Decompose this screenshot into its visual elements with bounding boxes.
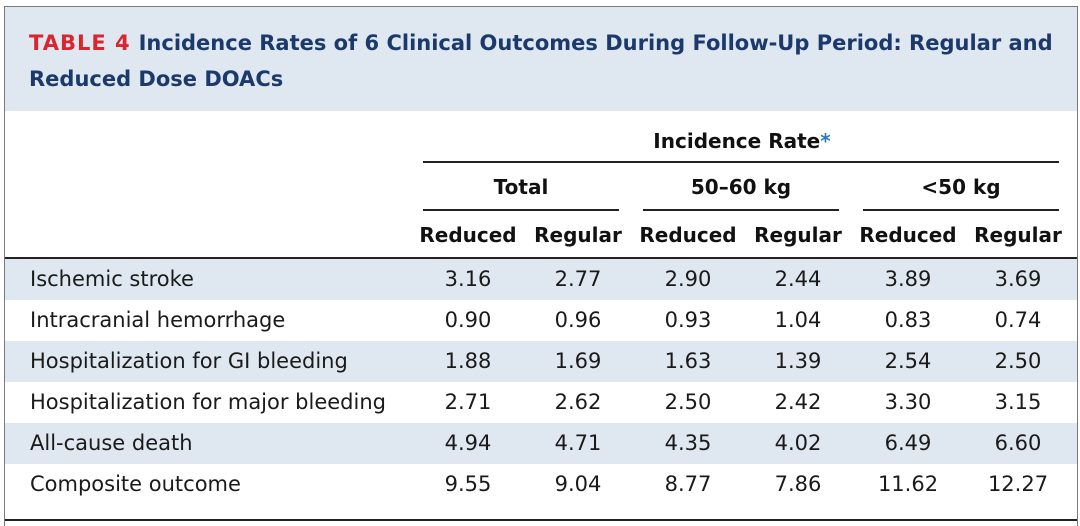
- subgroup-rule-total: [423, 209, 619, 211]
- table-row: Intracranial hemorrhage 0.90 0.96 0.93 1…: [5, 300, 1077, 341]
- table-title: Incidence Rates of 6 Clinical Outcomes D…: [29, 31, 1053, 91]
- row-label: Hospitalization for GI bleeding: [30, 349, 348, 373]
- cell-value: 1.04: [774, 308, 822, 332]
- cell-value: 3.69: [994, 267, 1042, 291]
- table-row: All-cause death 4.94 4.71 4.35 4.02 6.49…: [5, 423, 1077, 464]
- cell-value: 0.96: [554, 308, 602, 332]
- cell-value: 9.55: [444, 472, 492, 496]
- cell-value: 3.16: [444, 267, 492, 291]
- column-header: Regular: [534, 223, 622, 247]
- column-header: Regular: [974, 223, 1062, 247]
- cell-value: 11.62: [877, 472, 939, 496]
- cell-value: 1.69: [554, 349, 602, 373]
- row-label: Hospitalization for major bleeding: [30, 390, 386, 414]
- cell-value: 9.04: [554, 472, 602, 496]
- table-row: Hospitalization for GI bleeding 1.88 1.6…: [5, 341, 1077, 382]
- subgroup-rule-50-60kg: [643, 209, 839, 211]
- cell-value: 1.39: [774, 349, 822, 373]
- cell-value: 4.94: [444, 431, 492, 455]
- cell-value: 4.71: [554, 431, 602, 455]
- cell-value: 1.88: [444, 349, 492, 373]
- cell-value: 7.86: [774, 472, 822, 496]
- table-label: TABLE 4: [29, 31, 131, 55]
- cell-value: 6.60: [994, 431, 1042, 455]
- table-row: Composite outcome 9.55 9.04 8.77 7.86 11…: [5, 464, 1077, 505]
- subgroup-rule-under-50kg: [863, 209, 1059, 211]
- cell-value: 0.74: [994, 308, 1042, 332]
- cell-value: 0.93: [664, 308, 712, 332]
- table-title-bar: TABLE 4 Incidence Rates of 6 Clinical Out…: [5, 7, 1077, 111]
- column-header: Reduced: [639, 223, 737, 247]
- group-header: Incidence Rate*: [425, 127, 1059, 155]
- results-table: TABLE 4 Incidence Rates of 6 Clinical Out…: [4, 6, 1078, 526]
- group-header-rule: [423, 161, 1059, 163]
- cell-value: 2.50: [664, 390, 712, 414]
- cell-value: 2.44: [774, 267, 822, 291]
- subgroup-under-50kg: <50 kg: [921, 175, 1001, 199]
- cell-value: 2.50: [994, 349, 1042, 373]
- column-header: Reduced: [419, 223, 517, 247]
- cell-value: 0.90: [444, 308, 492, 332]
- column-header: Reduced: [859, 223, 957, 247]
- row-label: All-cause death: [30, 431, 193, 455]
- cell-value: 8.77: [664, 472, 712, 496]
- cell-value: 2.62: [554, 390, 602, 414]
- cell-value: 1.63: [664, 349, 712, 373]
- footnote-marker: *: [820, 129, 831, 153]
- cell-value: 12.27: [987, 472, 1049, 496]
- group-header-text: Incidence Rate: [653, 129, 821, 153]
- cell-value: 4.35: [664, 431, 712, 455]
- row-label: Ischemic stroke: [30, 267, 194, 291]
- cell-value: 3.89: [884, 267, 932, 291]
- subgroup-50-60kg: 50–60 kg: [690, 175, 792, 199]
- table-row: Ischemic stroke 3.16 2.77 2.90 2.44 3.89…: [5, 259, 1077, 300]
- header-body-rule: [5, 257, 1077, 259]
- cell-value: 2.90: [664, 267, 712, 291]
- cell-value: 4.02: [774, 431, 822, 455]
- cell-value: 2.54: [884, 349, 932, 373]
- cell-value: 2.42: [774, 390, 822, 414]
- cell-value: 0.83: [884, 308, 932, 332]
- row-label: Composite outcome: [30, 472, 241, 496]
- cell-value: 2.77: [554, 267, 602, 291]
- cell-value: 2.71: [444, 390, 492, 414]
- row-label: Intracranial hemorrhage: [30, 308, 286, 332]
- cell-value: 3.15: [994, 390, 1042, 414]
- subgroup-total: Total: [493, 175, 549, 199]
- table-row: Hospitalization for major bleeding 2.71 …: [5, 382, 1077, 423]
- table-bottom-rule: [5, 519, 1077, 521]
- column-header: Regular: [754, 223, 842, 247]
- cell-value: 3.30: [884, 390, 932, 414]
- cell-value: 6.49: [884, 431, 932, 455]
